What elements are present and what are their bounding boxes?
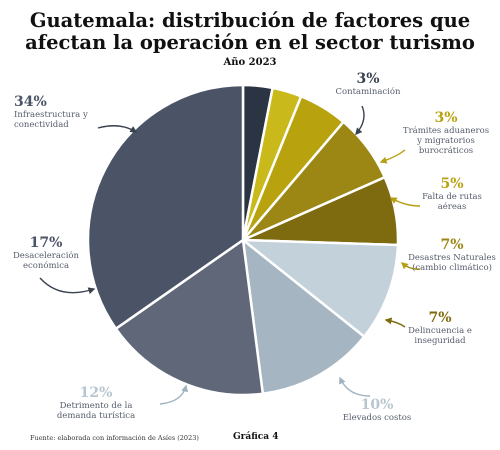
slice-category-label: Delincuencia e inseguridad bbox=[408, 326, 472, 346]
label-pointer-arrow bbox=[355, 105, 365, 136]
slice-label-group: 7%Delincuencia e inseguridad bbox=[384, 310, 472, 346]
slice-label-group: 17%Desaceleración económica bbox=[13, 235, 96, 295]
label-pointer-arrow bbox=[159, 384, 189, 405]
slice-percent-label: 3% bbox=[356, 71, 379, 87]
slice-percent-label: 3% bbox=[434, 110, 457, 126]
slice-category-label: Contaminación bbox=[336, 86, 401, 97]
label-pointer-arrow bbox=[97, 125, 138, 133]
label-pointer-arrow bbox=[339, 376, 371, 397]
slice-percent-label: 17% bbox=[30, 235, 63, 251]
slice-category-label: Detrimento de la demanda turística bbox=[57, 401, 135, 421]
chart-subtitle: Año 2023 bbox=[223, 57, 277, 68]
slice-percent-label: 7% bbox=[440, 237, 463, 253]
chart-number: Gráfica 4 bbox=[233, 432, 279, 442]
slice-percent-label: 5% bbox=[440, 176, 463, 192]
slice-category-label: Falta de rutas aéreas bbox=[422, 192, 482, 212]
label-pointer-arrow bbox=[400, 262, 421, 270]
slice-percent-label: 7% bbox=[428, 310, 451, 326]
pie-slice bbox=[114, 237, 265, 397]
chart-title-line-2: afectan la operación en el sector turism… bbox=[25, 31, 475, 54]
pie-slice bbox=[239, 238, 400, 339]
slice-label-group: 10%Elevados costos bbox=[339, 376, 412, 423]
label-pointer-arrow bbox=[389, 197, 421, 207]
slice-category-label: Desaceleración económica bbox=[13, 250, 80, 271]
slice-percent-label: 10% bbox=[361, 397, 394, 413]
slice-label-group: 12%Detrimento de la demanda turística bbox=[57, 384, 189, 421]
slice-category-label: Elevados costos bbox=[343, 413, 412, 423]
slice-label-group: 7%Desastres Naturales (cambio climático) bbox=[400, 237, 496, 273]
slice-category-label: Trámites aduaneros y migratorios burocráti… bbox=[403, 125, 489, 156]
pie-slice bbox=[86, 83, 245, 331]
slice-label-group: 3%Trámites aduaneros y migratorios burocrá… bbox=[379, 110, 489, 164]
label-pointer-arrow bbox=[379, 149, 406, 164]
slice-category-label: Desastres Naturales (cambio climático) bbox=[408, 253, 496, 273]
label-pointer-arrow bbox=[384, 317, 406, 328]
source-note: Fuente: elaborada con información de Así… bbox=[30, 434, 199, 442]
slice-label-group: 3%Contaminación bbox=[336, 71, 401, 136]
slice-percent-label: 12% bbox=[80, 385, 113, 401]
slice-category-label: Infraestructura y conectividad bbox=[14, 110, 88, 130]
pie-slice bbox=[241, 237, 366, 396]
chart-title-line-1: Guatemala: distribución de factores que bbox=[29, 9, 471, 32]
slice-label-group: 34%Infraestructura y conectividad bbox=[14, 94, 138, 133]
label-pointer-arrow bbox=[39, 277, 96, 295]
slice-percent-label: 34% bbox=[14, 94, 47, 110]
slice-label-group: 5%Falta de rutas aéreas bbox=[389, 176, 482, 212]
